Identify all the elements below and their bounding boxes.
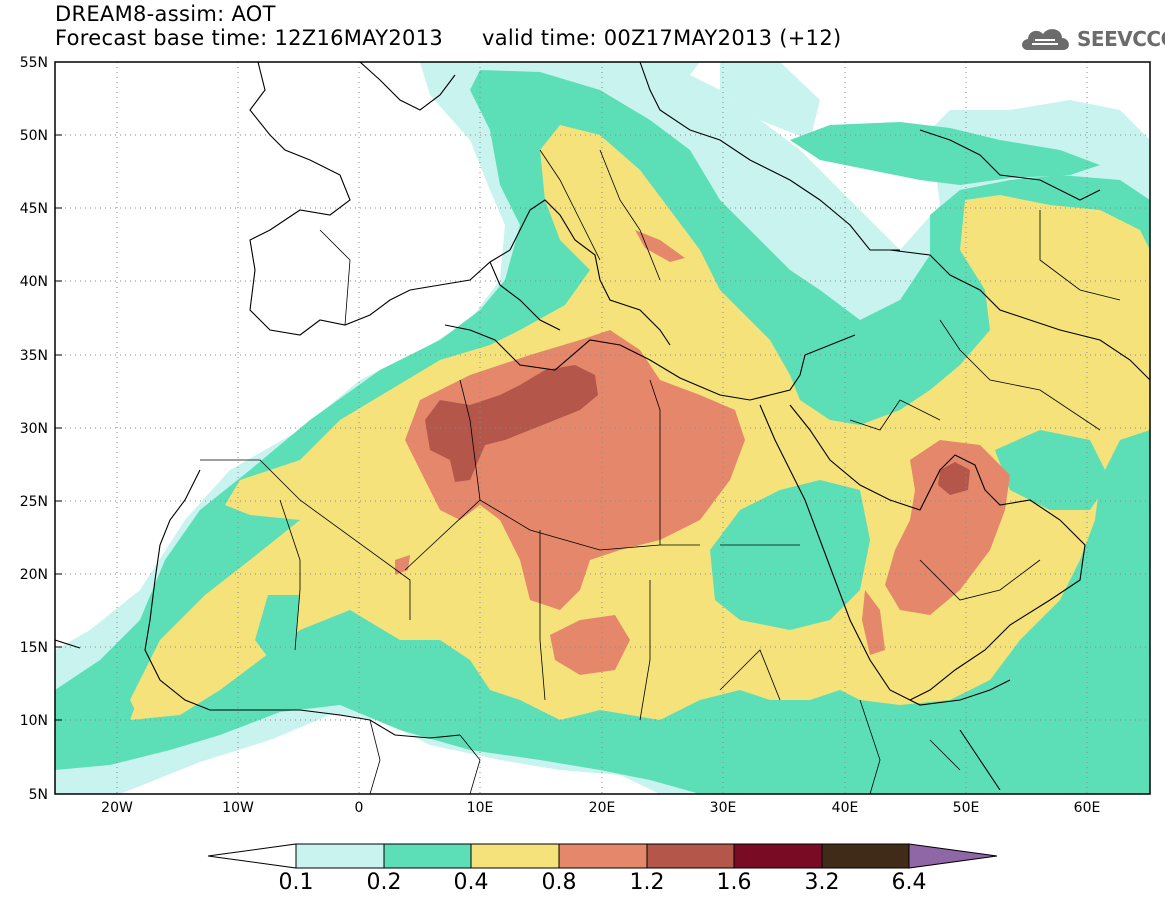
colorbar-label: 0.1 [278, 870, 314, 895]
valid-time: valid time: 00Z17MAY2013 (+12) [482, 26, 842, 50]
map-gridlines [55, 62, 1150, 794]
map-title: DREAM8-assim: AOT [55, 2, 276, 26]
colorbar-label: 0.8 [541, 870, 577, 895]
lat-label: 35N [20, 348, 48, 364]
colorbar [207, 843, 998, 869]
lat-label: 5N [29, 787, 48, 803]
lat-label: 45N [20, 201, 48, 217]
seevccc-logo: SEEVCCC [1018, 22, 1165, 56]
coastlines [55, 62, 1150, 791]
colorbar-swatch [383, 843, 472, 869]
lat-ticks [55, 61, 62, 795]
lat-label: 50N [20, 128, 48, 144]
lon-label: 50E [953, 800, 980, 816]
borders [200, 149, 1121, 794]
colorbar-label: 1.2 [629, 870, 665, 895]
colorbar-over-arrow [908, 843, 998, 869]
lon-label: 0 [355, 800, 364, 816]
lat-label: 15N [20, 640, 48, 656]
lon-label: 10W [222, 800, 254, 816]
logo-text: SEEVCCC [1077, 27, 1165, 51]
colorbar-under-arrow [207, 843, 297, 869]
aot-contour-fields [55, 62, 1150, 794]
colorbar-label: 0.2 [366, 870, 402, 895]
lon-label: 30E [710, 800, 737, 816]
lat-label: 10N [20, 713, 48, 729]
colorbar-swatch [470, 843, 560, 869]
lon-label: 20W [101, 800, 133, 816]
lon-label: 20E [589, 800, 616, 816]
colorbar-label: 3.2 [804, 870, 840, 895]
colorbar-label: 1.6 [716, 870, 752, 895]
colorbar-swatch [295, 843, 385, 869]
forecast-base-time: Forecast base time: 12Z16MAY2013 [55, 26, 444, 50]
cloud-icon [1022, 29, 1069, 50]
colorbar-swatch [558, 843, 648, 869]
aot-band-0.2-inner [255, 430, 1110, 660]
colorbar-label: 0.4 [453, 870, 489, 895]
lon-labels: 20W 10W 0 10E 20E 30E 40E 50E 60E [101, 800, 1100, 816]
aot-band-1.2 [425, 365, 970, 495]
lon-label: 40E [832, 800, 859, 816]
colorbar-swatch [646, 843, 735, 869]
colorbar-label: 6.4 [891, 870, 927, 895]
lat-label: 30N [20, 421, 48, 437]
lat-label: 25N [20, 494, 48, 510]
colorbar-swatch [821, 843, 910, 869]
lon-label: 60E [1074, 800, 1101, 816]
lon-label: 10E [467, 800, 494, 816]
lat-label: 55N [20, 55, 48, 71]
lat-label: 40N [20, 274, 48, 290]
colorbar-swatch [733, 843, 823, 869]
lat-labels: 55N 50N 45N 40N 35N 30N 25N 20N 15N 10N … [20, 55, 48, 803]
lat-label: 20N [20, 567, 48, 583]
